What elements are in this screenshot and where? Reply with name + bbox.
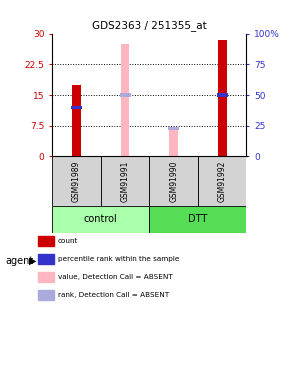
Bar: [149, 156, 198, 206]
Bar: [121, 44, 129, 156]
Bar: [101, 156, 149, 206]
Bar: [217, 93, 228, 97]
Bar: [218, 40, 226, 156]
Text: count: count: [58, 238, 78, 244]
Text: GSM91992: GSM91992: [218, 160, 227, 202]
Text: GSM91989: GSM91989: [72, 160, 81, 202]
Text: control: control: [84, 214, 118, 224]
Text: GSM91991: GSM91991: [121, 160, 130, 202]
Text: rank, Detection Call = ABSENT: rank, Detection Call = ABSENT: [58, 292, 169, 298]
Bar: [52, 206, 149, 232]
Bar: [72, 85, 81, 156]
Text: agent: agent: [6, 256, 34, 266]
Bar: [198, 156, 246, 206]
Text: value, Detection Call = ABSENT: value, Detection Call = ABSENT: [58, 274, 173, 280]
Bar: [168, 127, 179, 130]
Text: DTT: DTT: [188, 214, 208, 224]
Bar: [149, 206, 246, 232]
Bar: [119, 93, 130, 97]
Bar: [169, 130, 178, 156]
Bar: [52, 156, 101, 206]
Text: GSM91990: GSM91990: [169, 160, 178, 202]
Bar: [71, 106, 82, 109]
Title: GDS2363 / 251355_at: GDS2363 / 251355_at: [92, 20, 207, 31]
Text: ▶: ▶: [29, 256, 37, 266]
Text: percentile rank within the sample: percentile rank within the sample: [58, 256, 180, 262]
